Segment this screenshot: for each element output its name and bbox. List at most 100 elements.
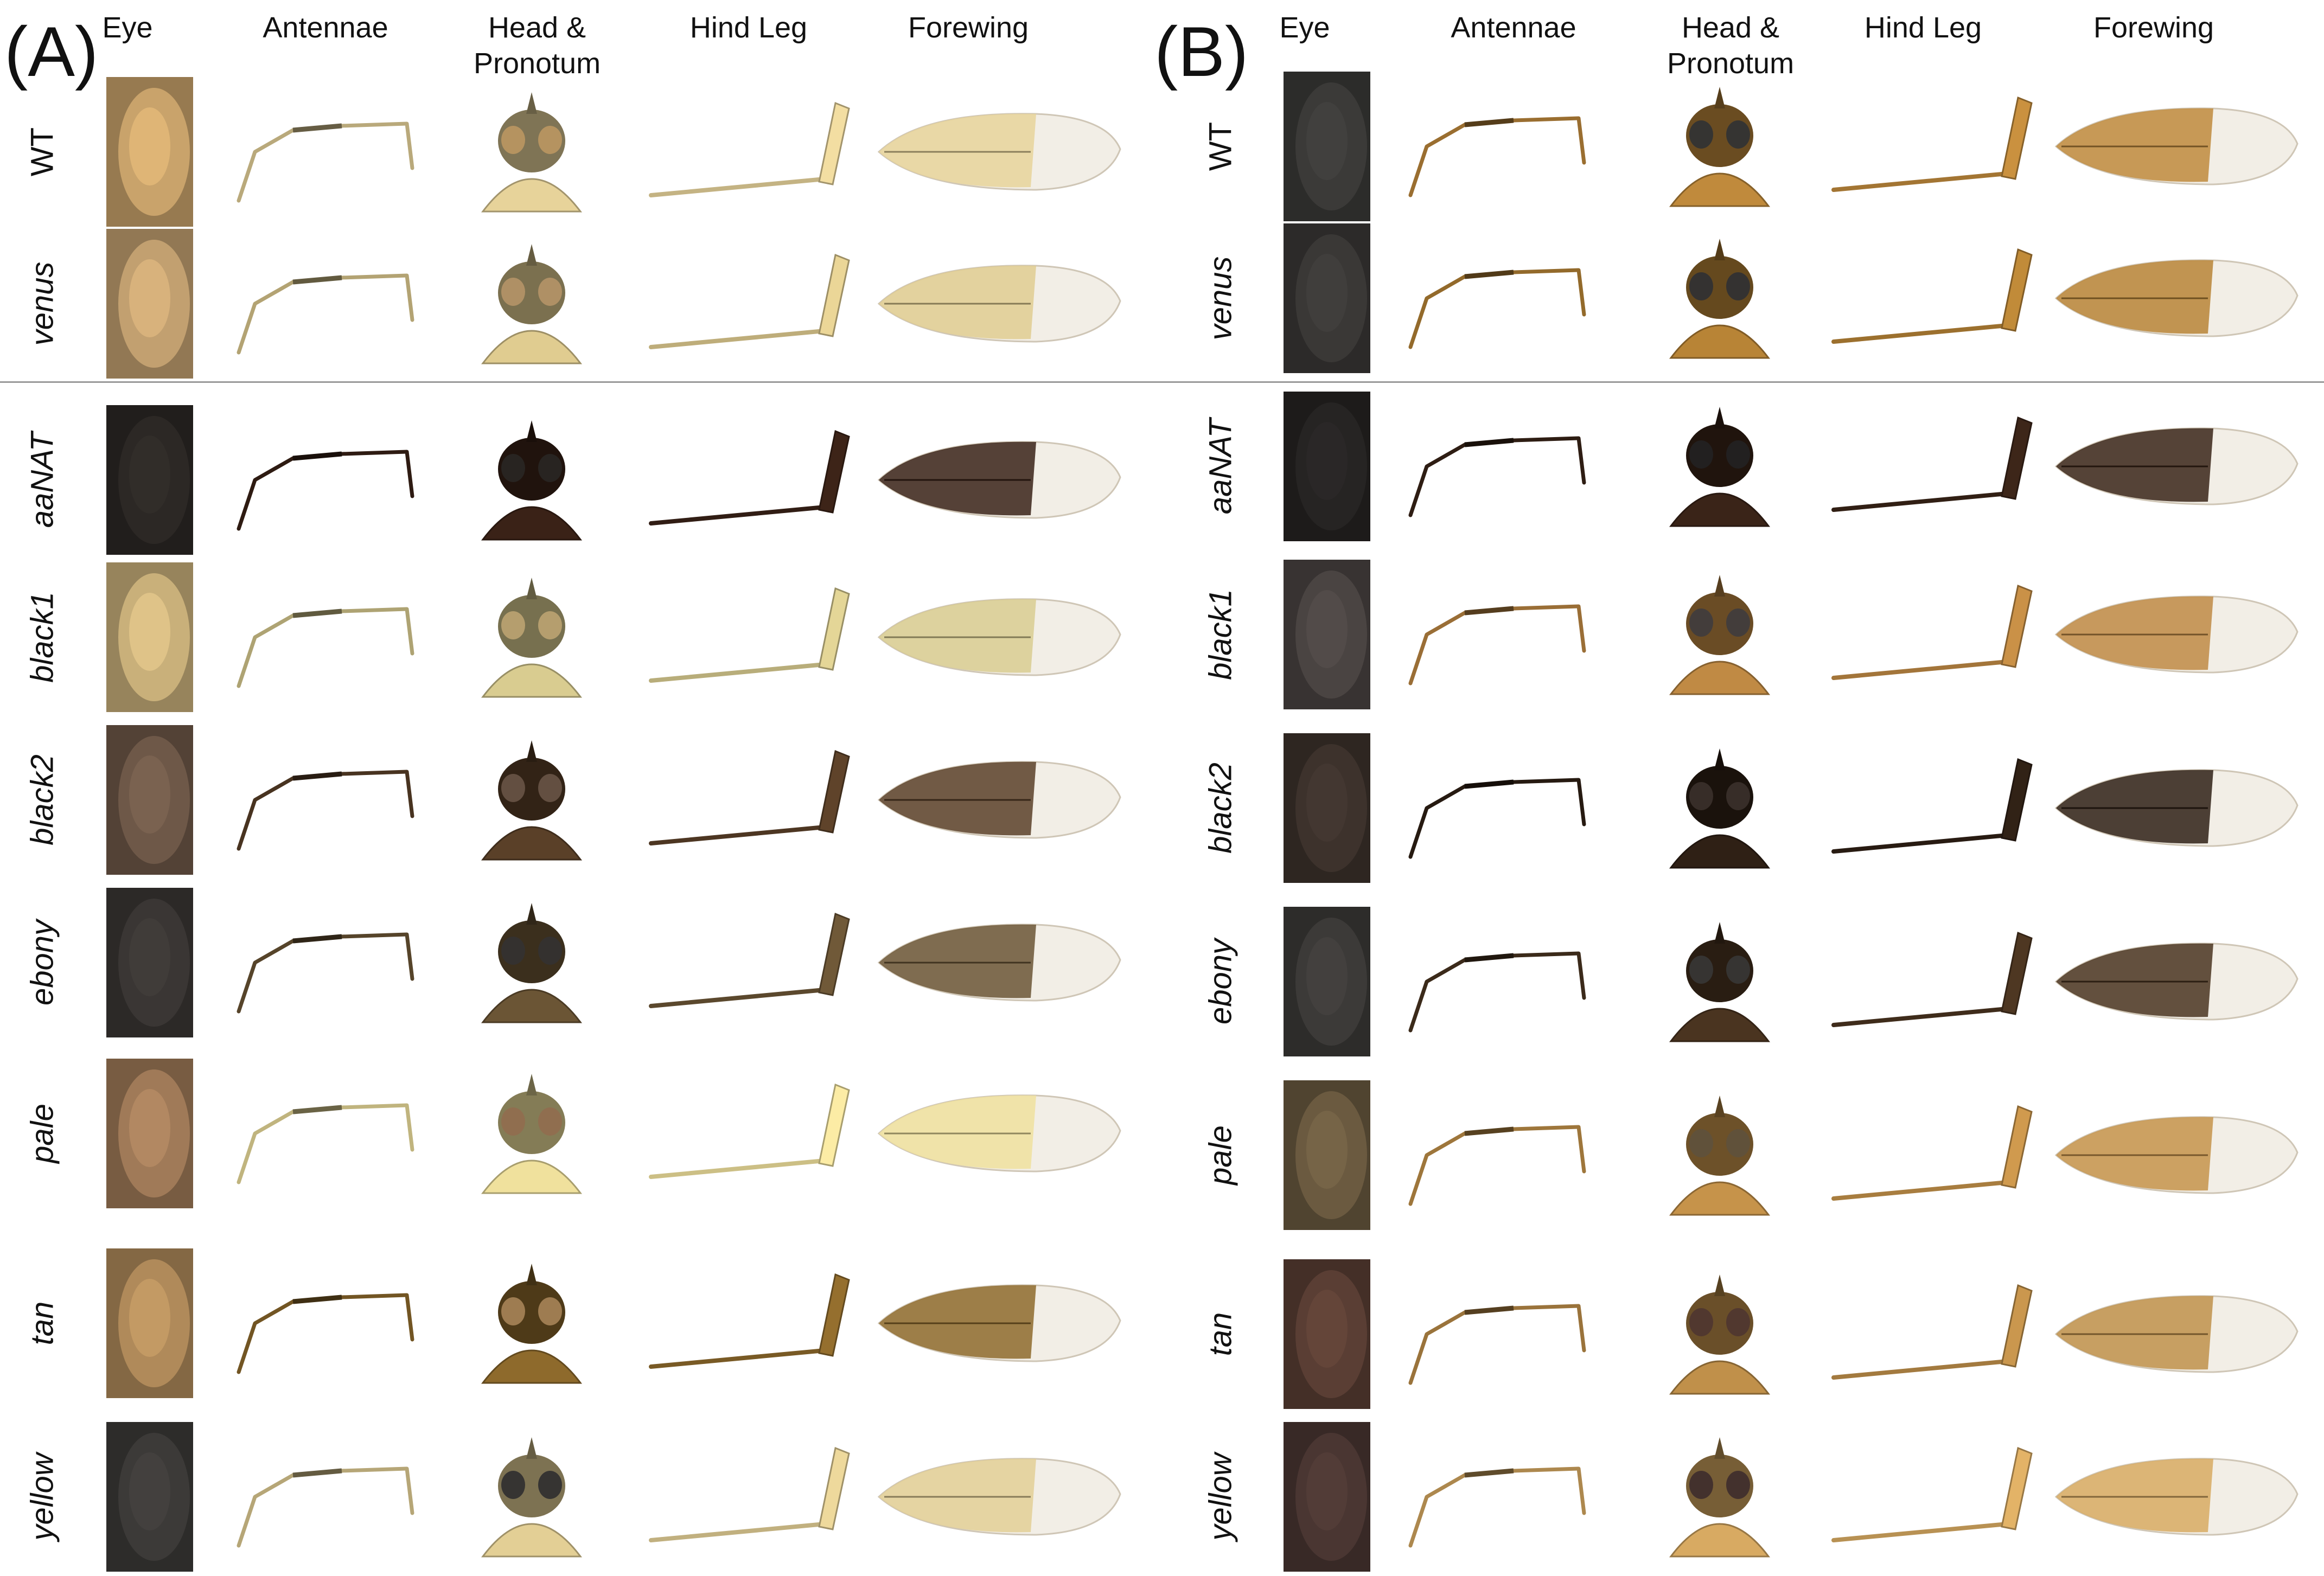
head-pronotum-image	[1669, 575, 1771, 695]
column-header-forewing: Forewing	[908, 11, 1029, 44]
head-pronotum-image	[481, 92, 583, 213]
antenna-image	[1408, 951, 1586, 1033]
antenna-image	[1408, 1466, 1586, 1548]
eye-image	[106, 562, 193, 712]
antenna-image	[1408, 116, 1586, 197]
panel-a: (A) Eye Antennae Head & Pronotum Hind Le…	[0, 0, 1150, 1576]
eye-image	[106, 1422, 193, 1572]
forewing-image	[2054, 1116, 2299, 1194]
antenna-image	[237, 450, 414, 531]
head-pronotum-image	[1669, 87, 1771, 207]
forewing-image	[2054, 427, 2299, 505]
eye-image	[106, 725, 193, 875]
row-label: pale	[1203, 1125, 1238, 1185]
hind-leg-image	[1831, 1446, 2033, 1542]
row-label: WT	[24, 127, 60, 177]
column-header-antennae: Antennae	[263, 11, 388, 44]
hind-leg-image	[1831, 416, 2033, 512]
row-label: ebony	[24, 919, 60, 1006]
hind-leg-image	[649, 1446, 850, 1542]
column-header-hind-leg: Hind Leg	[689, 11, 808, 44]
eye-image	[106, 229, 193, 379]
hind-leg-image	[1831, 758, 2033, 854]
forewing-image	[877, 761, 1121, 839]
eye-image	[1284, 1259, 1370, 1409]
head-pronotum-image	[1669, 748, 1771, 869]
head-pronotum-image	[1669, 239, 1771, 359]
eye-image	[106, 405, 193, 555]
head-pronotum-image	[481, 1437, 583, 1558]
row-label: pale	[24, 1104, 60, 1163]
antenna-image	[237, 1293, 414, 1374]
forewing-image	[877, 265, 1121, 343]
forewing-image	[2054, 1458, 2299, 1536]
antenna-image	[237, 1103, 414, 1184]
forewing-image	[2054, 107, 2299, 185]
forewing-image	[2054, 595, 2299, 674]
eye-image	[1284, 223, 1370, 373]
hind-leg-image	[649, 430, 850, 526]
head-pronotum-image	[1669, 1274, 1771, 1395]
column-header-forewing: Forewing	[2093, 11, 2214, 44]
head-pronotum-image	[481, 1264, 583, 1384]
forewing-image	[877, 1094, 1121, 1173]
row-label: ebony	[1203, 938, 1238, 1025]
antenna-image	[1408, 268, 1586, 349]
column-header-hind-leg: Hind Leg	[1864, 11, 1982, 44]
row-label: tan	[1203, 1312, 1238, 1356]
eye-image	[106, 77, 193, 227]
eye-image	[1284, 1422, 1370, 1572]
panel-b: (B) Eye Antennae Head & Pronotum Hind Le…	[1150, 0, 2324, 1576]
antenna-image	[237, 932, 414, 1014]
forewing-image	[877, 441, 1121, 519]
forewing-image	[877, 924, 1121, 1002]
hind-leg-image	[649, 587, 850, 683]
head-pronotum-image	[481, 420, 583, 541]
hind-leg-image	[1831, 248, 2033, 344]
eye-image	[106, 1248, 193, 1398]
hind-leg-image	[1831, 931, 2033, 1027]
eye-image	[106, 888, 193, 1037]
eye-image	[1284, 560, 1370, 709]
head-pronotum-image	[1669, 1437, 1771, 1558]
row-label: aaNAT	[24, 432, 60, 528]
row-label: venus	[24, 261, 60, 346]
column-header-head-pronotum: Head & Pronotum	[1667, 11, 1795, 80]
forewing-image	[877, 113, 1121, 191]
eye-image	[1284, 72, 1370, 221]
antenna-image	[1408, 778, 1586, 859]
antenna-image	[237, 121, 414, 203]
antenna-image	[237, 273, 414, 355]
row-label: yellow	[1203, 1453, 1238, 1541]
hind-leg-image	[1831, 1284, 2033, 1380]
forewing-image	[2054, 943, 2299, 1021]
eye-image	[1284, 733, 1370, 883]
forewing-image	[877, 1458, 1121, 1536]
antenna-image	[1408, 604, 1586, 686]
hind-leg-image	[1831, 96, 2033, 192]
panel-letter: (B)	[1154, 12, 1249, 91]
column-header-head-pronotum: Head & Pronotum	[473, 11, 601, 80]
antenna-image	[237, 607, 414, 688]
eye-image	[1284, 907, 1370, 1056]
forewing-image	[877, 1284, 1121, 1362]
head-pronotum-image	[481, 244, 583, 364]
hind-leg-image	[649, 912, 850, 1008]
hind-leg-image	[1831, 1105, 2033, 1201]
panel-letter: (A)	[4, 12, 99, 91]
eye-image	[1284, 392, 1370, 541]
column-header-antennae: Antennae	[1451, 11, 1576, 44]
row-label: aaNAT	[1203, 418, 1238, 515]
antenna-image	[1408, 1125, 1586, 1206]
hind-leg-image	[649, 749, 850, 845]
row-label: venus	[1203, 256, 1238, 341]
hind-leg-image	[649, 253, 850, 349]
column-header-eye: Eye	[1279, 11, 1330, 44]
head-pronotum-image	[1669, 1095, 1771, 1216]
row-label: black1	[24, 592, 60, 683]
hind-leg-image	[649, 1273, 850, 1369]
antenna-image	[237, 770, 414, 851]
head-pronotum-image	[481, 1074, 583, 1194]
forewing-image	[2054, 1295, 2299, 1373]
forewing-image	[877, 598, 1121, 676]
